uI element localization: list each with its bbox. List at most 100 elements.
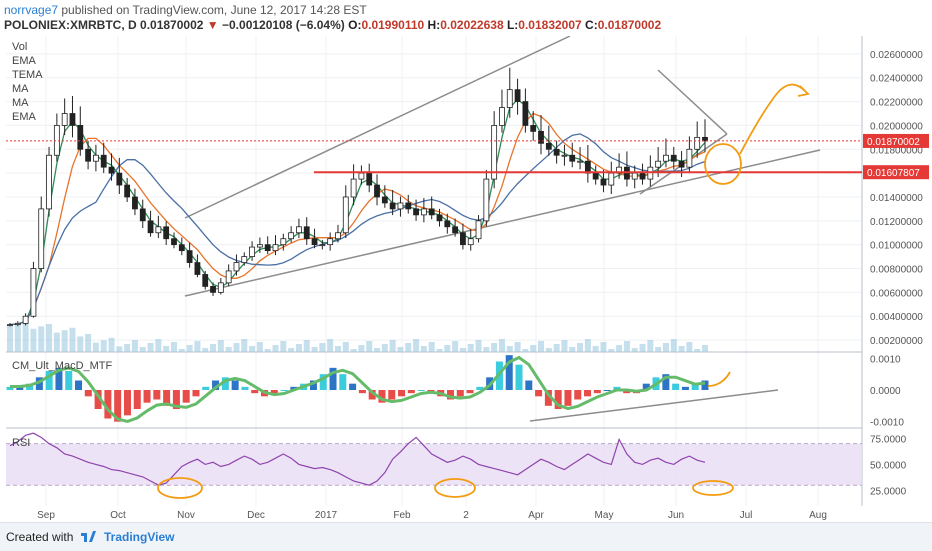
candle[interactable] <box>280 238 287 246</box>
candle[interactable] <box>335 232 341 240</box>
candle[interactable] <box>553 148 560 156</box>
candle[interactable] <box>194 262 201 275</box>
candle[interactable] <box>374 184 380 198</box>
candle[interactable] <box>538 130 544 144</box>
triangle-top-line[interactable] <box>657 69 728 135</box>
rsi-title[interactable]: RSI <box>12 437 30 449</box>
candle[interactable] <box>171 238 177 246</box>
candle[interactable] <box>577 160 583 163</box>
candle[interactable] <box>256 244 263 248</box>
candle[interactable] <box>381 196 388 204</box>
candle[interactable] <box>327 238 334 246</box>
candle[interactable] <box>475 220 482 240</box>
candle[interactable] <box>413 208 419 216</box>
rsi-low-ellipse-1[interactable] <box>157 477 203 499</box>
candle[interactable] <box>53 125 60 156</box>
candle[interactable] <box>420 208 427 216</box>
candle[interactable] <box>108 166 115 174</box>
candle[interactable] <box>124 184 131 198</box>
candle[interactable] <box>61 113 68 126</box>
author-link[interactable]: norrvage7 <box>4 3 59 17</box>
candle[interactable] <box>155 226 162 234</box>
lower-channel-line[interactable] <box>184 149 821 297</box>
legend-ma[interactable]: MA <box>12 83 29 95</box>
candle[interactable] <box>600 178 607 186</box>
legend-ema-2[interactable]: EMA <box>12 111 37 123</box>
symbol-label[interactable]: POLONIEX:XMRBTC, D <box>4 18 137 32</box>
candle[interactable] <box>116 172 123 186</box>
candle[interactable] <box>272 244 279 252</box>
candle[interactable] <box>686 148 693 168</box>
candle[interactable] <box>132 196 138 210</box>
legend-ma-2[interactable]: MA <box>12 97 29 109</box>
candle[interactable] <box>85 148 91 162</box>
candle[interactable] <box>561 154 568 157</box>
candle[interactable] <box>249 246 255 258</box>
macd-signal-line[interactable] <box>10 355 706 423</box>
candle[interactable] <box>217 282 224 293</box>
candle[interactable] <box>264 244 271 252</box>
chart-area[interactable]: Vol EMA TEMA MA MA EMA CM_Ult_MacD_MTF R… <box>0 36 932 522</box>
legend-ema[interactable]: EMA <box>12 55 37 67</box>
candle[interactable] <box>358 172 365 180</box>
candle[interactable] <box>350 178 357 198</box>
candle[interactable] <box>569 154 576 162</box>
legend-vol[interactable]: Vol <box>12 41 27 53</box>
candle[interactable] <box>506 89 513 108</box>
candle[interactable] <box>77 125 84 150</box>
candle[interactable] <box>631 172 638 180</box>
candle[interactable] <box>210 286 216 293</box>
candle[interactable] <box>303 226 310 240</box>
arrowhead-annotation[interactable] <box>797 85 810 97</box>
tradingview-link[interactable]: TradingView <box>104 530 175 544</box>
candle[interactable] <box>397 202 404 210</box>
candle[interactable] <box>592 172 599 180</box>
candle[interactable] <box>514 89 521 102</box>
candle[interactable] <box>202 274 209 287</box>
candle[interactable] <box>655 160 662 168</box>
candle[interactable] <box>608 172 615 186</box>
macd-annotation[interactable] <box>707 371 731 387</box>
candle[interactable] <box>46 154 52 210</box>
arrow-annotation[interactable] <box>739 83 806 155</box>
candle[interactable] <box>366 172 373 186</box>
candle[interactable] <box>444 220 451 228</box>
candle[interactable] <box>100 154 107 168</box>
candle[interactable] <box>491 125 498 180</box>
candle[interactable] <box>663 154 669 162</box>
moving-average-line[interactable] <box>9 133 706 326</box>
candle[interactable] <box>405 202 412 210</box>
candle[interactable] <box>483 178 490 222</box>
candle[interactable] <box>452 226 459 234</box>
upper-channel-line[interactable] <box>184 36 571 219</box>
candle[interactable] <box>389 202 396 210</box>
candle[interactable] <box>296 226 302 234</box>
candle[interactable] <box>522 101 529 126</box>
candle[interactable] <box>428 208 435 216</box>
rsi-low-ellipse-3[interactable] <box>692 480 734 496</box>
candle[interactable] <box>7 324 13 326</box>
candle[interactable] <box>530 125 537 132</box>
moving-average-line[interactable] <box>9 98 706 326</box>
rsi-line[interactable] <box>9 432 706 486</box>
candle[interactable] <box>467 238 474 246</box>
candle[interactable] <box>147 220 154 234</box>
candle[interactable] <box>14 322 21 325</box>
candle[interactable] <box>233 262 240 272</box>
candle[interactable] <box>311 238 318 246</box>
candle[interactable] <box>69 113 76 126</box>
candle[interactable] <box>436 214 443 222</box>
candle[interactable] <box>225 270 232 284</box>
candle[interactable] <box>288 232 295 240</box>
candle[interactable] <box>22 315 29 324</box>
candle[interactable] <box>694 136 701 150</box>
candle[interactable] <box>545 142 552 150</box>
moving-average-line[interactable] <box>9 112 706 326</box>
candle[interactable] <box>499 107 505 126</box>
macd-trendline[interactable] <box>529 389 779 422</box>
candle[interactable] <box>163 226 170 240</box>
candle[interactable] <box>342 196 349 234</box>
ellipse-annotation[interactable] <box>704 143 742 185</box>
candle[interactable] <box>186 250 193 263</box>
rsi-low-ellipse-2[interactable] <box>434 478 476 498</box>
